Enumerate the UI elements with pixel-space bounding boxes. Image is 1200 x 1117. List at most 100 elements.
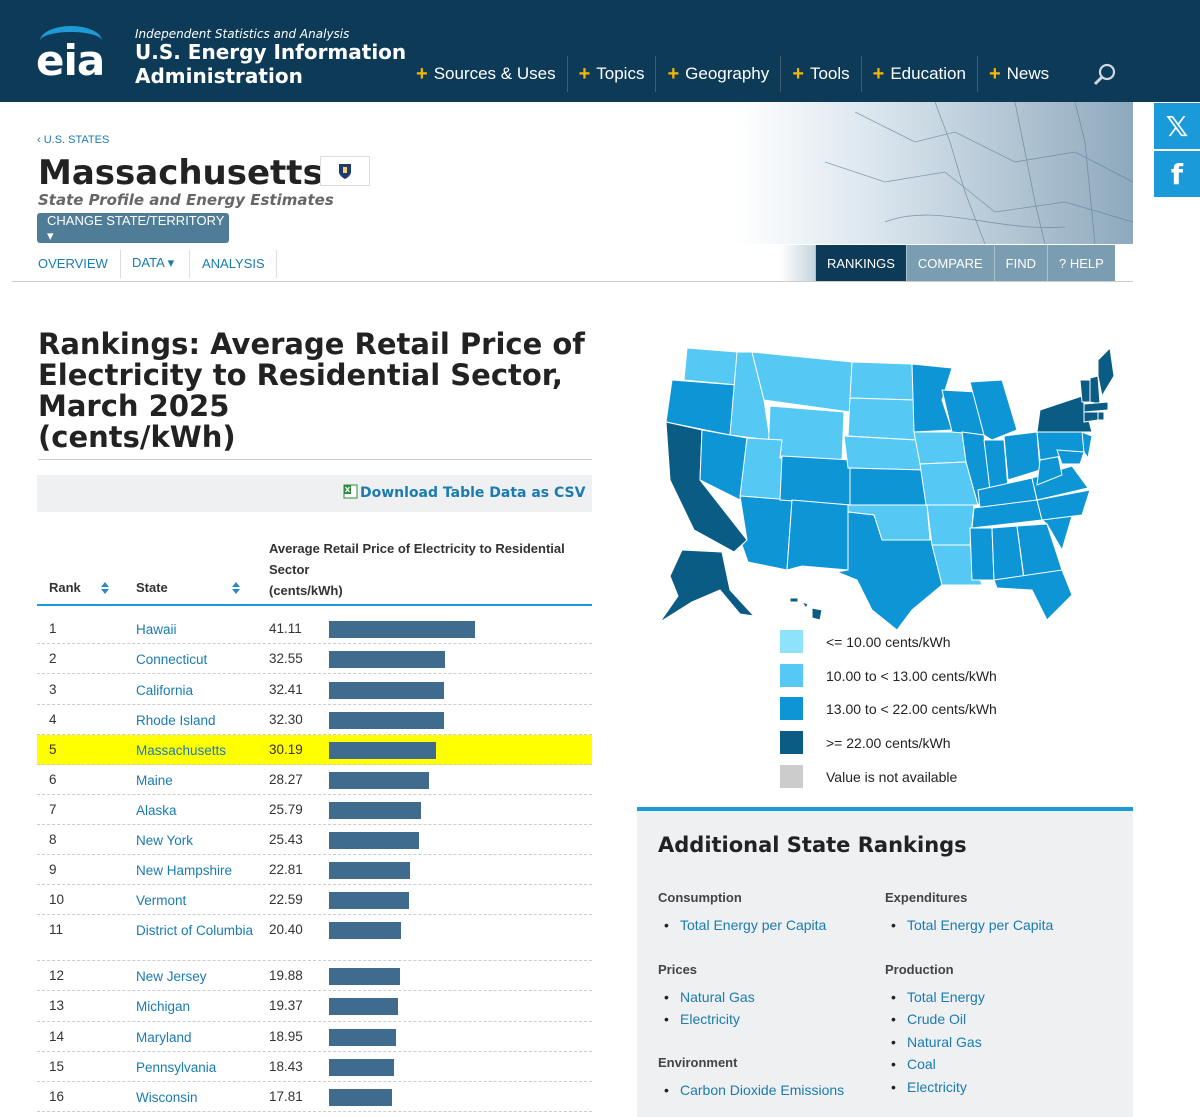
social-bar: 𝕏 f: [1154, 103, 1200, 199]
state-link[interactable]: Maryland: [136, 1030, 192, 1045]
link-prices-natural-gas[interactable]: Natural Gas: [664, 989, 755, 1005]
value-bar: [329, 802, 421, 819]
state-link[interactable]: California: [136, 683, 194, 698]
state-link[interactable]: Massachusetts: [136, 743, 227, 758]
nav-tools[interactable]: + Tools: [781, 56, 862, 92]
download-csv-link[interactable]: Download Table Data as CSV: [343, 484, 585, 501]
map-state-new-jersey: [1081, 431, 1093, 460]
link-production-natural-gas[interactable]: Natural Gas: [891, 1034, 982, 1050]
link-production-total-energy[interactable]: Total Energy: [891, 989, 985, 1005]
map-state-maryland: [1056, 449, 1085, 465]
state-link[interactable]: Maine: [136, 773, 173, 788]
nav-topics[interactable]: + Topics: [568, 56, 657, 92]
value-cell: 18.95: [269, 1029, 303, 1044]
tab-compare[interactable]: COMPARE: [905, 245, 994, 281]
value-cell: 19.88: [269, 968, 303, 983]
x-share-icon[interactable]: 𝕏: [1154, 103, 1200, 149]
link-environment-co2[interactable]: Carbon Dioxide Emissions: [664, 1082, 844, 1098]
sort-icon[interactable]: [231, 581, 241, 595]
rank-cell: 9: [49, 862, 57, 877]
legend-item: <= 10.00 cents/kWh: [780, 630, 951, 653]
change-state-button[interactable]: CHANGE STATE/TERRITORY ▾: [37, 213, 229, 243]
nav-education[interactable]: + Education: [862, 56, 978, 92]
link-expenditures-total-energy[interactable]: Total Energy per Capita: [891, 917, 1053, 933]
state-link[interactable]: Pennsylvania: [136, 1060, 217, 1075]
state-link[interactable]: District of Columbia: [136, 923, 254, 938]
map-state-north-dakota: [849, 361, 915, 401]
col-state-header[interactable]: State: [136, 580, 168, 595]
value-bar: [329, 1029, 396, 1046]
value-cell: 18.43: [269, 1059, 303, 1074]
legend-label: 10.00 to < 13.00 cents/kWh: [826, 667, 997, 684]
search-icon[interactable]: [1093, 62, 1117, 86]
col-value-line2: Sector: [269, 562, 310, 577]
facebook-share-icon[interactable]: f: [1154, 151, 1200, 197]
table-row: 2 Connecticut 32.55: [37, 644, 592, 674]
tab-find[interactable]: FIND: [993, 245, 1048, 281]
nav-label: Tools: [809, 64, 850, 83]
tagline: Independent Statistics and Analysis: [135, 27, 350, 41]
value-cell: 22.81: [269, 862, 303, 877]
nav-sources-uses[interactable]: + Sources & Uses: [405, 56, 568, 92]
value-bar: [329, 1059, 394, 1076]
map-state-kansas: [849, 467, 927, 506]
state-link[interactable]: New York: [136, 833, 194, 848]
main-nav: + Sources & Uses + Topics + Geography + Tool…: [405, 56, 1060, 92]
link-production-crude-oil[interactable]: Crude Oil: [891, 1011, 966, 1027]
map-state-rhode-island: [1097, 411, 1105, 421]
map-state-connecticut: [1083, 411, 1099, 423]
divider: [276, 250, 277, 278]
subnav-data[interactable]: DATA ▾: [132, 255, 175, 270]
tab-rankings[interactable]: RANKINGS: [815, 245, 906, 281]
link-production-electricity[interactable]: Electricity: [891, 1079, 967, 1095]
subnav-overview[interactable]: OVERVIEW: [38, 255, 108, 271]
map-state-florida: [993, 569, 1073, 621]
download-bar: [37, 475, 592, 512]
state-link[interactable]: Hawaii: [136, 622, 177, 637]
table-header: Rank State Average Retail Price of Elect…: [37, 530, 592, 606]
breadcrumb-us-states[interactable]: ‹ U.S. STATES: [37, 134, 110, 146]
state-link[interactable]: Alaska: [136, 803, 177, 818]
map-state-louisiana: [931, 544, 983, 586]
state-link[interactable]: New Hampshire: [136, 863, 233, 878]
map-state-michigan: [969, 379, 1018, 441]
tab-help[interactable]: ? HELP: [1047, 245, 1115, 281]
legend-item: Value is not available: [780, 765, 957, 788]
eia-logo[interactable]: eia: [36, 26, 106, 86]
col-rank-header[interactable]: Rank: [49, 580, 81, 595]
link-production-coal[interactable]: Coal: [891, 1056, 936, 1072]
state-link[interactable]: Wisconsin: [136, 1090, 198, 1105]
plus-icon: +: [872, 62, 885, 85]
subnav-analysis[interactable]: ANALYSIS: [202, 255, 265, 271]
state-link[interactable]: Rhode Island: [136, 713, 216, 728]
map-state-new-mexico: [786, 499, 851, 571]
table-row: 8 New York 25.43: [37, 825, 592, 855]
state-link[interactable]: Michigan: [136, 999, 191, 1014]
state-link[interactable]: New Jersey: [136, 969, 207, 984]
rank-cell: 5: [49, 742, 57, 757]
value-cell: 32.55: [269, 651, 303, 666]
value-bar: [329, 998, 398, 1015]
value-bar: [329, 862, 410, 879]
table-row: 6 Maine 28.27: [37, 765, 592, 795]
rankings-unit: (cents/kWh): [38, 420, 236, 454]
table-row: 7 Alaska 25.79: [37, 795, 592, 825]
map-state-vermont: [1079, 379, 1091, 403]
org-name[interactable]: U.S. Energy Information Administration: [135, 40, 406, 88]
state-link[interactable]: Vermont: [136, 893, 187, 908]
nav-geography[interactable]: + Geography: [656, 56, 782, 92]
org-name-line1: U.S. Energy Information: [135, 40, 407, 64]
sort-icon[interactable]: [100, 581, 110, 595]
rankings-title: Rankings: Average Retail Price of Electr…: [38, 329, 593, 453]
link-prices-electricity[interactable]: Electricity: [664, 1011, 740, 1027]
nav-news[interactable]: + News: [978, 56, 1060, 92]
logo-swoosh: [40, 26, 102, 56]
rank-cell: 15: [49, 1059, 65, 1074]
value-cell: 32.30: [269, 712, 303, 727]
map-state-maine: [1097, 346, 1114, 398]
plus-icon: +: [988, 62, 1001, 85]
value-cell: 41.11: [269, 621, 302, 636]
legend-item: >= 22.00 cents/kWh: [780, 731, 951, 754]
state-link[interactable]: Connecticut: [136, 652, 208, 667]
link-consumption-total-energy[interactable]: Total Energy per Capita: [664, 917, 826, 933]
